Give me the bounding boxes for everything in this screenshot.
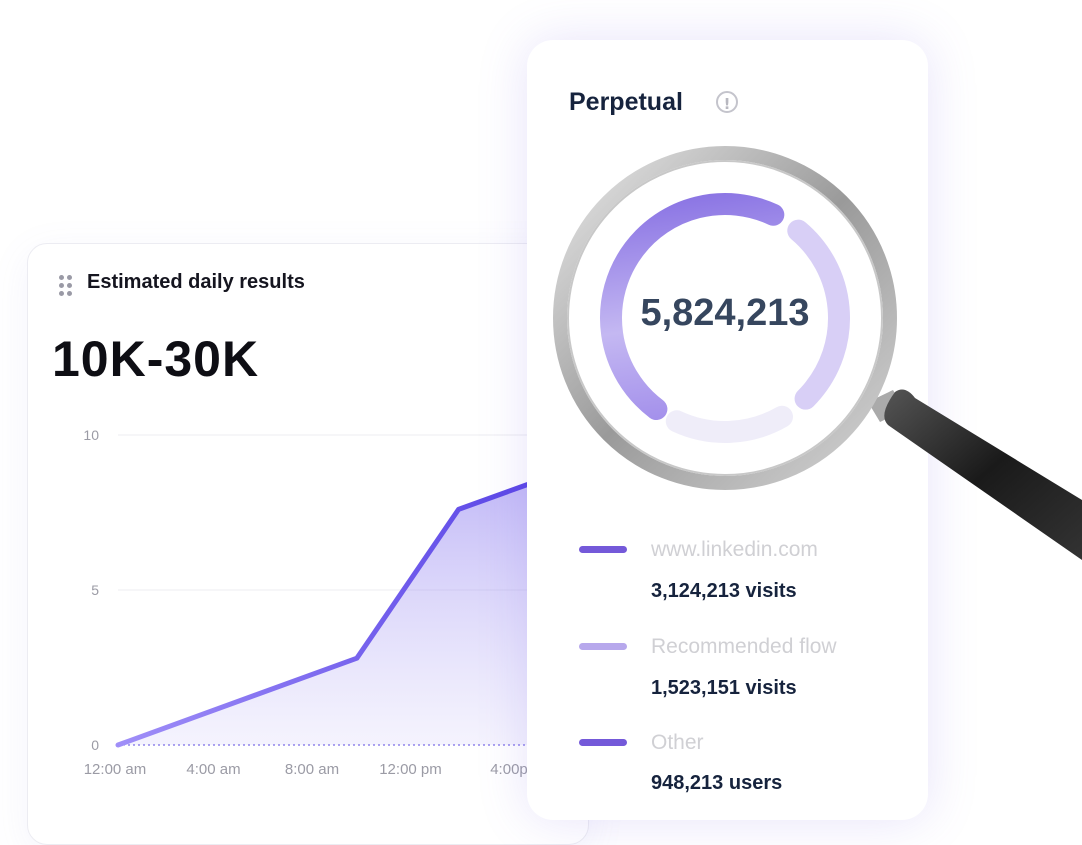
legend-label: Recommended flow: [651, 635, 837, 659]
legend-swatch: [579, 739, 627, 746]
legend-label: www.linkedin.com: [651, 538, 818, 562]
legend-value: 948,213 users: [651, 772, 782, 795]
legend-label: Other: [651, 731, 704, 755]
legend-value: 1,523,151 visits: [651, 677, 797, 700]
donut-total: 5,824,213: [600, 292, 850, 335]
magnifier-donut: [0, 0, 1082, 786]
legend-swatch: [579, 643, 627, 650]
legend-swatch: [579, 546, 627, 553]
legend-value: 3,124,213 visits: [651, 580, 797, 603]
magnifier-handle-icon: [868, 390, 1082, 560]
